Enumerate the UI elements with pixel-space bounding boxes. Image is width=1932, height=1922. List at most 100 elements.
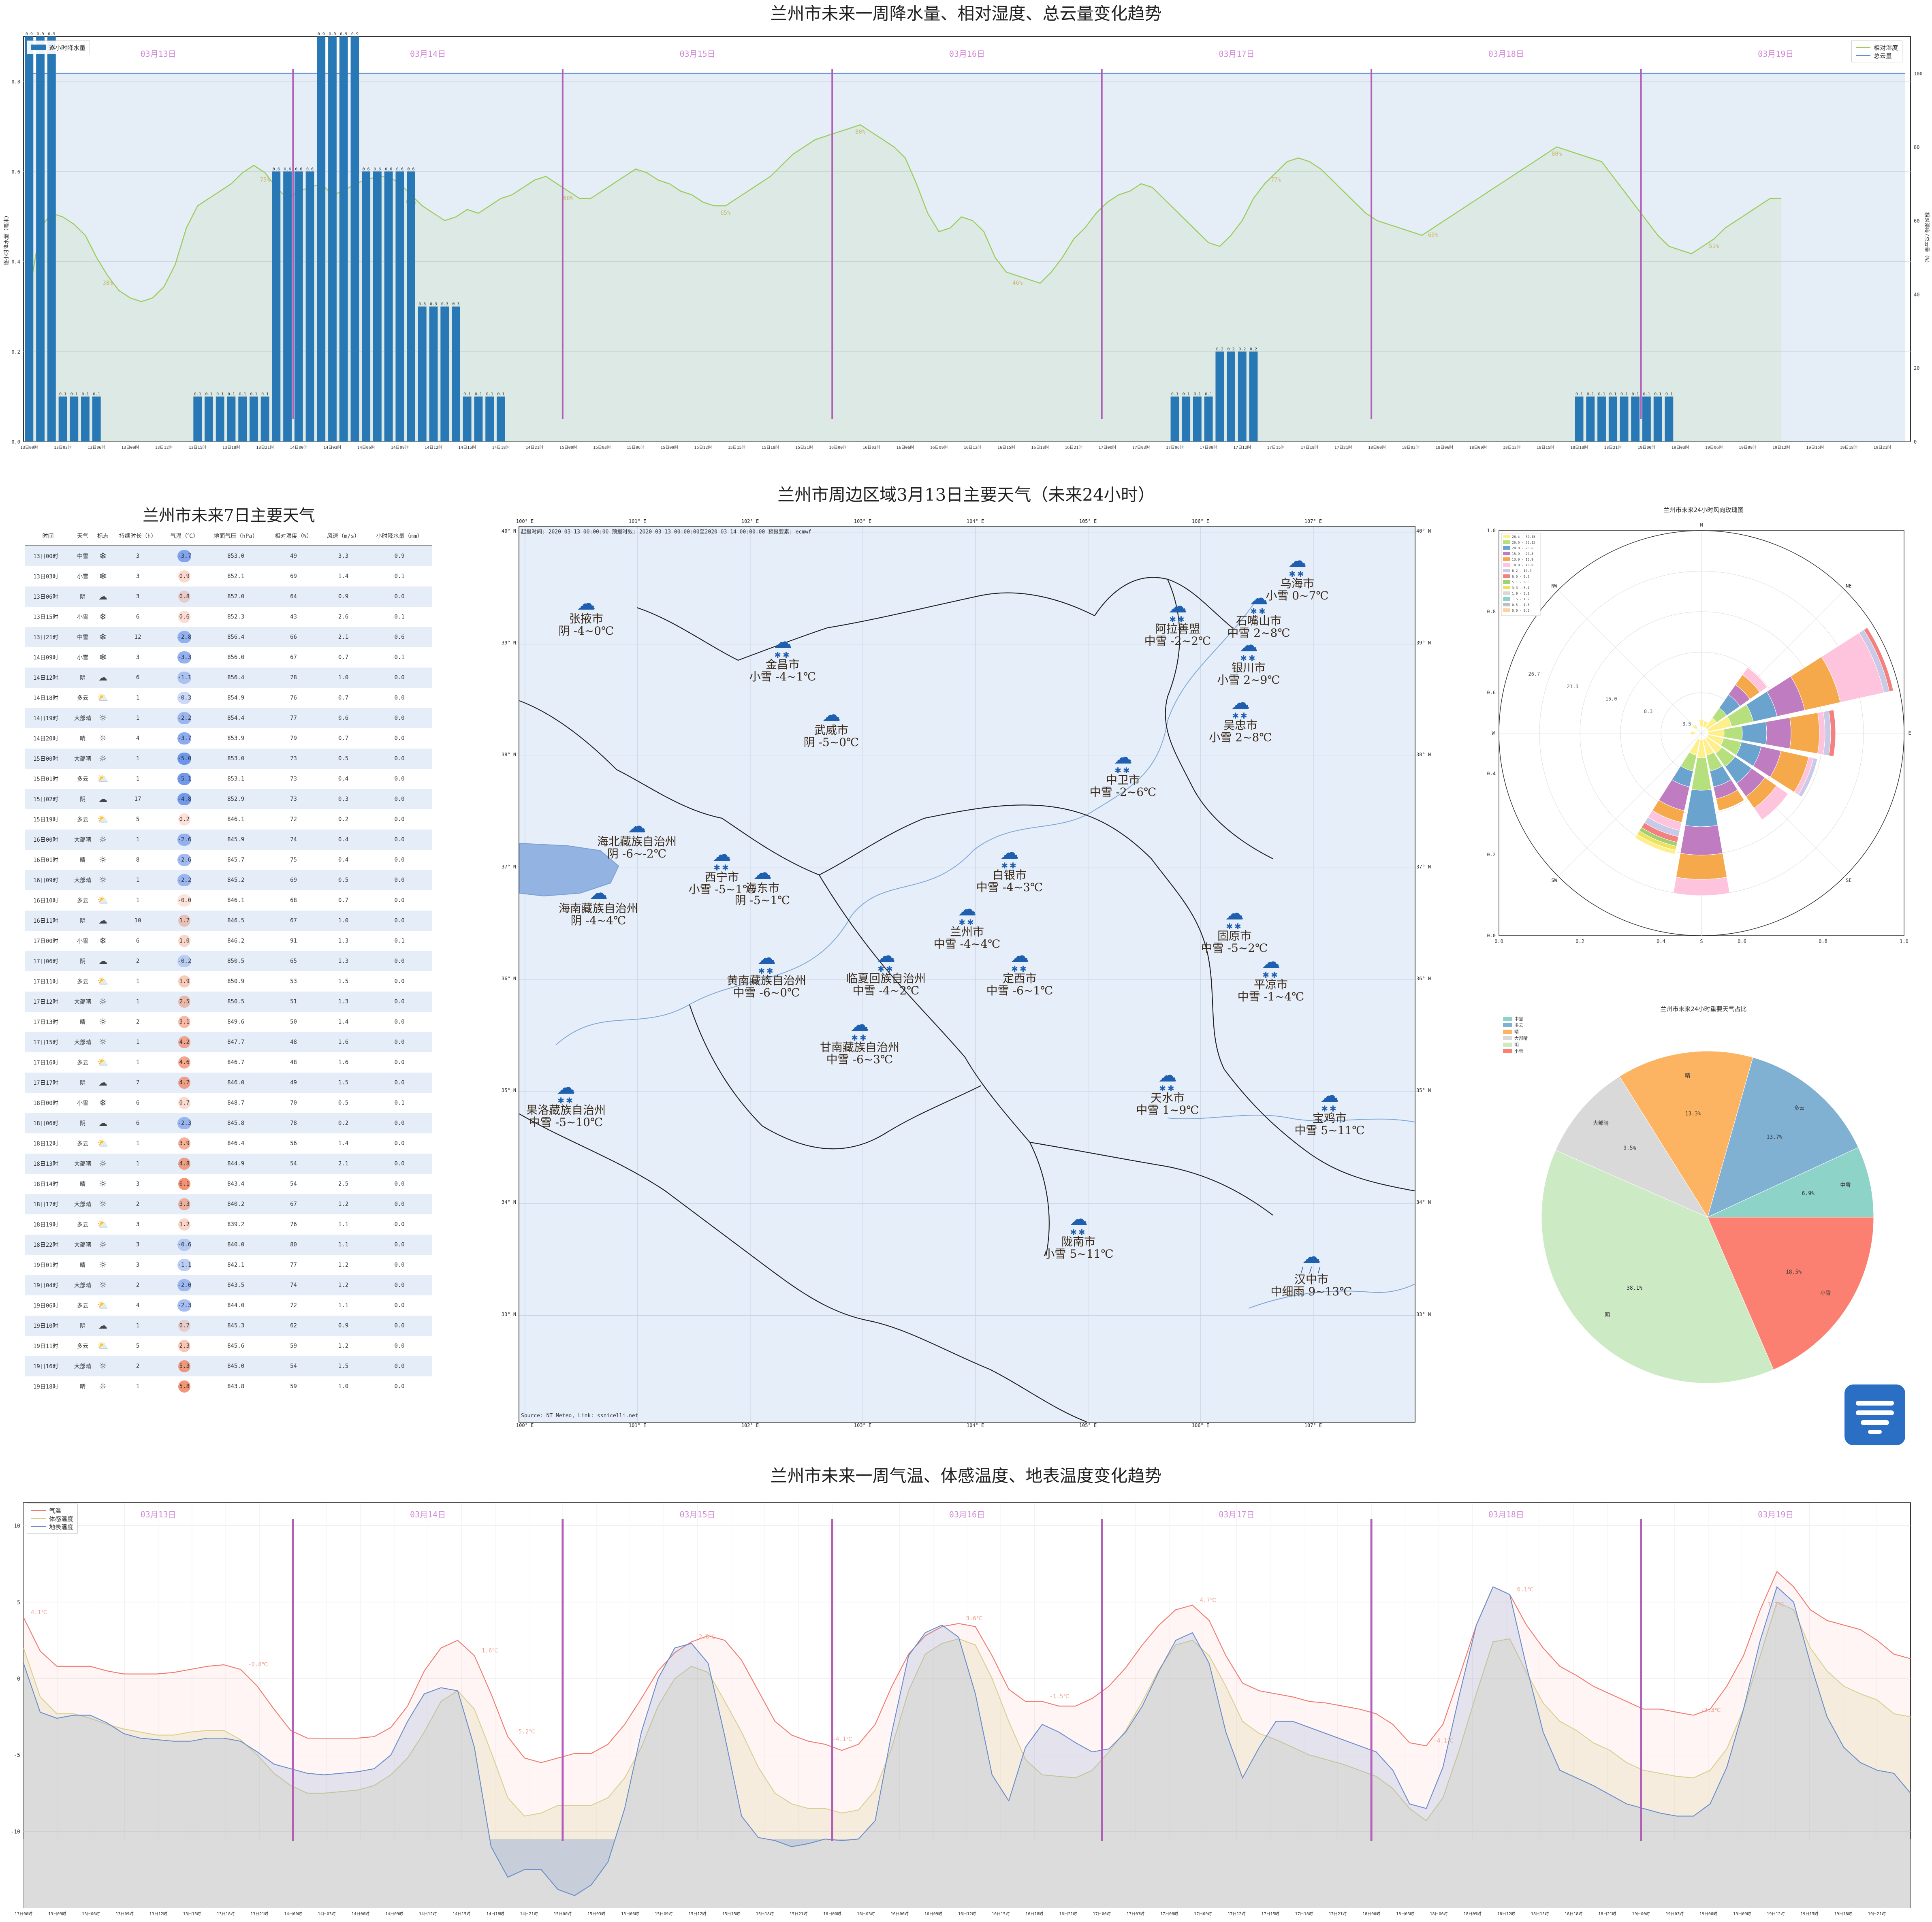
city-weather: 中雪 — [529, 1116, 552, 1129]
city-name: 吴忠市 — [1223, 719, 1257, 732]
snow-cloud-icon: ☁ — [557, 1076, 575, 1098]
time-cell: 13日21时 — [25, 627, 71, 647]
wind-rose-legend-swatch — [1503, 597, 1510, 601]
wind-rose-legend-label: 6.6 - 8.2 — [1512, 575, 1530, 578]
precip-bar-label: 0.9 — [318, 32, 325, 36]
precip-cell: 0.0 — [367, 951, 432, 971]
map-city: ☁ ✱✱ 果洛藏族自治州 中雪 -5~10℃ — [519, 1077, 615, 1128]
precip-bar-label: 0.9 — [48, 32, 55, 36]
wind-rose-ring-label: 15.0 — [1605, 696, 1617, 702]
weather-cell: 多云 — [77, 898, 89, 904]
precip-bar — [36, 36, 45, 442]
table-row: 16日10时 多云 ⛅ 1 -0.0 846.1 68 0.7 0.0 — [25, 890, 432, 911]
precip-ytick-right: 100 — [1914, 71, 1923, 77]
pressure-cell: 846.1 — [227, 897, 245, 904]
wind-cell: 0.4 — [338, 776, 349, 782]
city-name: 阿拉善盟 — [1155, 622, 1200, 636]
wind-cell: 1.1 — [338, 1221, 349, 1228]
precip-bar-label: 0.1 — [1620, 392, 1628, 397]
duration-cell: 1 — [111, 708, 164, 728]
wind-cell: 0.4 — [320, 830, 367, 850]
temp-xtick: 13日18时 — [217, 1911, 235, 1916]
province-border — [1165, 579, 1273, 859]
legend-line-humidity — [1856, 47, 1870, 48]
wind-rose-legend-label: 1.9 - 3.3 — [1512, 592, 1530, 595]
weather-icon: ☼ — [94, 1032, 111, 1052]
precip-cell: 0.0 — [367, 1316, 432, 1336]
precip-xtick: 16日09时 — [930, 445, 948, 450]
map-lat-tick-left: 40° N — [502, 528, 517, 534]
city-temp-range: 0~7℃ — [1288, 589, 1329, 602]
day-label: 03月18日 — [1488, 49, 1524, 59]
table-row: 15日19时 多云 ⛅ 5 0.2 846.1 72 0.2 0.0 — [25, 809, 432, 830]
wind-rose-spoke — [1558, 733, 1702, 877]
temp-xtick: 14日12时 — [419, 1911, 437, 1916]
precip-bar-label: 0.1 — [1643, 392, 1650, 397]
pressure-cell: 846.1 — [227, 816, 245, 823]
pie-legend-label: 中雪 — [1514, 1016, 1523, 1022]
temp-cell: 1.0 — [164, 931, 205, 951]
duration-cell: 2 — [111, 951, 164, 971]
precip-ytick-left: 0.4 — [11, 259, 20, 265]
table-row: 17日17时阴 ☁ 7 4.7 846.0 49 1.5 0.0 — [25, 1073, 432, 1093]
city-weather: 阴 — [607, 847, 619, 860]
duration-cell: 3 — [111, 1235, 164, 1255]
pie-legend-label: 晴 — [1514, 1029, 1519, 1035]
wind-rose-xtick: 0.4 — [1657, 939, 1665, 944]
wind-cell: 2.5 — [338, 1181, 349, 1187]
temp-bubble: -3.7 — [177, 732, 192, 744]
city-temp-range: 2~9℃ — [1240, 673, 1280, 687]
humidity-cell: 48 — [290, 1059, 297, 1066]
wind-cell: 1.4 — [338, 1019, 349, 1025]
table-row: 13日03时 小雪 ❄ 3 0.9 852.1 69 1.4 0.1 — [25, 566, 432, 587]
precip-bar — [1204, 396, 1213, 442]
precip-cell: 0.9 — [367, 546, 432, 566]
wind-rose-petal-segment — [1673, 877, 1730, 896]
humidity-cell: 59 — [290, 1383, 297, 1390]
weather-symbol-icon: ☼ — [99, 733, 107, 744]
temp-bubble: -2.8 — [177, 631, 192, 643]
city-weather: 中雪 — [986, 984, 1009, 997]
temp-xtick: 19日18时 — [1834, 1911, 1852, 1916]
wind-cell: 1.1 — [338, 1302, 349, 1309]
time-cell: 19日04时 — [25, 1275, 71, 1295]
city-forecast: 中雪 1~9℃ — [1119, 1104, 1216, 1116]
precip-bar-label: 0.1 — [486, 392, 493, 397]
duration-cell: 2 — [111, 1356, 164, 1376]
city-weather: 中雪 — [733, 986, 756, 999]
precip-ylabel-left: 逐小时降水量（毫米） — [3, 213, 10, 265]
precip-cell: 0.0 — [367, 708, 432, 728]
weather-icon: ⛅ — [94, 1295, 111, 1316]
temp-cell: 0.6 — [164, 607, 205, 627]
humidity-cell: 76 — [290, 1221, 297, 1228]
precip-bar-label: 0.1 — [1587, 392, 1594, 397]
wind-cell: 1.2 — [320, 1194, 367, 1214]
wind-rose-legend-swatch — [1503, 563, 1510, 567]
temp-cell: -2.8 — [164, 627, 205, 647]
map-lon-tick-top: 101° E — [628, 518, 647, 524]
temp-bubble: 0.2 — [178, 813, 191, 826]
precip-bar — [260, 396, 269, 442]
temp-bubble: 5.8 — [178, 1380, 191, 1393]
city-forecast: 中雪 -4~2℃ — [837, 985, 935, 997]
precip-bar — [92, 396, 101, 442]
humidity-cell: 56 — [290, 1140, 297, 1147]
temp-cell: 5.8 — [164, 1376, 205, 1397]
duration-cell: 1 — [136, 1140, 140, 1147]
map-canvas — [519, 527, 1415, 1422]
legend-label-cloud: 总云量 — [1874, 52, 1892, 60]
wind-rose-petal-segment — [1716, 789, 1745, 811]
humidity-cell: 51 — [267, 992, 320, 1012]
precip-bar-label: 0.3 — [441, 302, 448, 307]
city-weather: 小雪 — [1043, 1247, 1066, 1261]
wind-rose-legend-label: 10.0 - 13.0 — [1512, 563, 1533, 567]
day-label: 03月15日 — [679, 49, 715, 59]
table-row: 19日10时阴 ☁ 1 0.7 845.3 62 0.9 0.0 — [25, 1316, 432, 1336]
snow-cloud-icon: ☁ — [713, 843, 731, 865]
pressure-cell: 840.2 — [205, 1194, 267, 1214]
pie-legend-swatch — [1503, 1017, 1512, 1021]
temp-cell: 4.7 — [164, 1073, 205, 1093]
city-forecast: 中雪 -2~2℃ — [1129, 635, 1226, 647]
temp-xtick: 19日15时 — [1800, 1911, 1818, 1916]
city-temp-range: 2~8℃ — [1232, 731, 1272, 744]
